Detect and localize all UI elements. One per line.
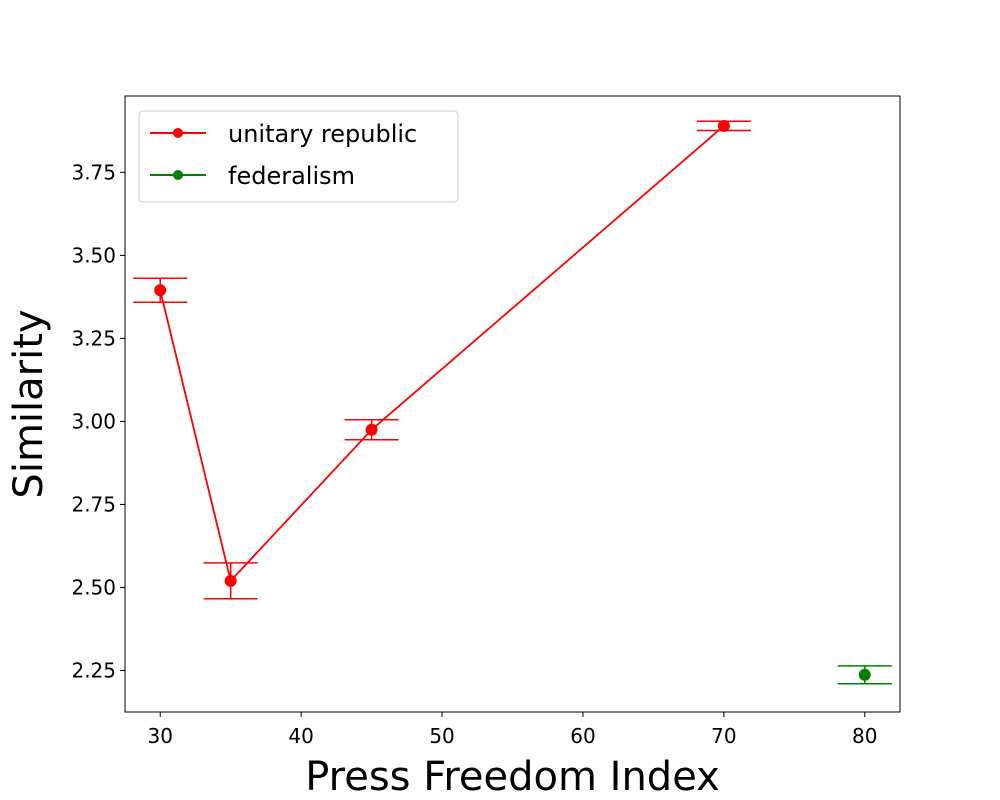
x-tick-label: 70 — [711, 724, 736, 748]
x-tick-label: 30 — [148, 724, 173, 748]
x-axis-label: Press Freedom Index — [305, 754, 720, 800]
x-tick-label: 60 — [570, 724, 595, 748]
series-line-unitary-republic — [159, 125, 725, 583]
y-tick-label: 3.00 — [71, 409, 116, 433]
y-tick-label: 3.25 — [71, 326, 116, 350]
y-tick-label: 3.75 — [71, 160, 116, 184]
x-tick-label: 80 — [852, 724, 877, 748]
data-marks — [133, 119, 892, 685]
legend-box — [138, 110, 459, 203]
legend-label-unitary-republic: unitary republic — [228, 120, 417, 148]
y-axis-ticks: 2.25 2.50 2.75 3.00 3.25 3.50 3.75 — [71, 160, 125, 682]
data-point-unitary-republic — [365, 423, 378, 436]
data-point-unitary-republic — [717, 119, 730, 132]
data-point-federalism — [858, 668, 871, 681]
y-tick-label: 2.25 — [71, 658, 116, 682]
legend-marker-federalism — [173, 170, 183, 180]
x-tick-label: 40 — [288, 724, 313, 748]
data-point-unitary-republic — [224, 574, 237, 587]
legend-marker-unitary-republic — [173, 128, 183, 138]
legend: unitary republic federalism — [138, 110, 459, 203]
y-tick-label: 3.50 — [71, 243, 116, 267]
x-axis-ticks: 30 40 50 60 70 80 — [148, 712, 877, 748]
plot-frame — [124, 95, 901, 713]
legend-label-federalism: federalism — [228, 162, 355, 190]
x-tick-label: 50 — [429, 724, 454, 748]
y-axis-label: Similarity — [6, 309, 52, 498]
data-point-unitary-republic — [154, 284, 167, 297]
y-tick-label: 2.50 — [71, 575, 116, 599]
y-tick-label: 2.75 — [71, 492, 116, 516]
